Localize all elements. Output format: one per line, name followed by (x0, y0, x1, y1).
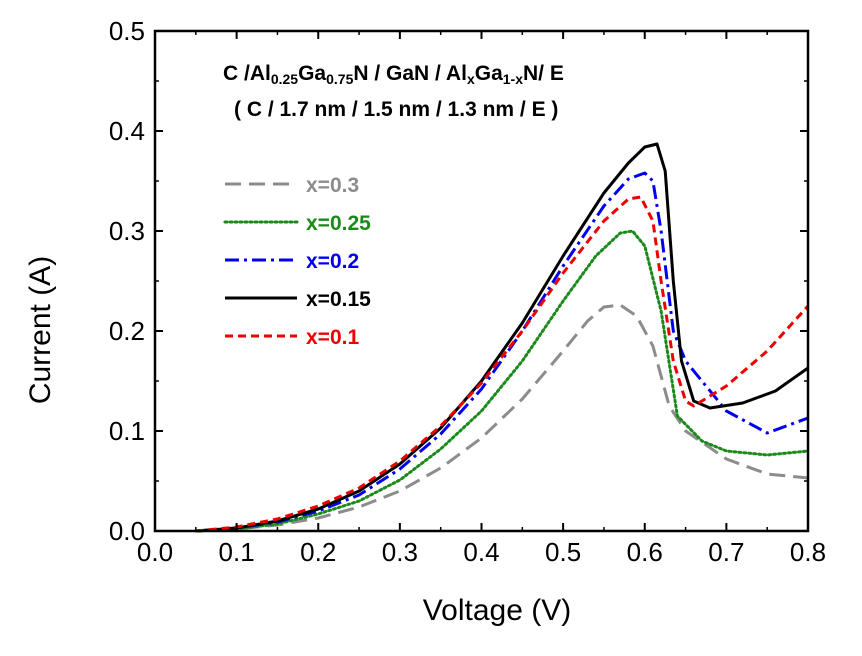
y-tick-label: 0.3 (109, 216, 145, 246)
y-tick-label: 0.0 (109, 516, 145, 546)
legend-label: x=0.25 (306, 212, 371, 235)
x-axis-title: Voltage (V) (423, 594, 571, 627)
y-tick-label: 0.1 (109, 416, 145, 446)
x-tick-label: 0.8 (790, 537, 826, 567)
y-tick-label: 0.2 (109, 316, 145, 346)
x-tick-label: 0.1 (219, 537, 255, 567)
x-tick-label: 0.4 (463, 537, 499, 567)
legend-label: x=0.2 (306, 250, 359, 273)
x-tick-label: 0.3 (382, 537, 418, 567)
series-layer (194, 142, 810, 533)
y-axis-title: Current (A) (24, 256, 57, 404)
legend-label: x=0.1 (306, 326, 359, 349)
series-line-x=0.25 (194, 229, 810, 533)
x-tick-label: 0.2 (300, 537, 336, 567)
legend: x=0.3 x=0.25 x=0.2 x=0.15 x=0.1 (223, 174, 371, 349)
series-line-x=0.1 (195, 195, 810, 533)
annotation-line-1: C /Al0.25Ga0.75N / GaN / AlxGa1-xN/ E (223, 62, 564, 87)
x-tick-label: 0.7 (708, 537, 744, 567)
series-line-x=0.2 (195, 171, 809, 533)
y-tick-label: 0.5 (109, 16, 145, 46)
x-tick-label: 0.6 (627, 537, 663, 567)
x-tick-label: 0.0 (137, 537, 173, 567)
series-line-x=0.15 (195, 142, 809, 533)
legend-label: x=0.3 (306, 174, 359, 197)
series-line-x=0.3 (195, 303, 809, 533)
axes: 0.0 0.1 0.2 0.3 0.4 0.5 0.6 0.7 0.8 0.0 0.1 0.2 0.3 0… (109, 16, 826, 567)
legend-label: x=0.15 (306, 288, 371, 311)
x-tick-label: 0.5 (545, 537, 581, 567)
annotation-line-2: ( C / 1.7 nm / 1.5 nm / 1.3 nm / E ) (234, 98, 558, 121)
y-tick-label: 0.4 (109, 116, 145, 146)
